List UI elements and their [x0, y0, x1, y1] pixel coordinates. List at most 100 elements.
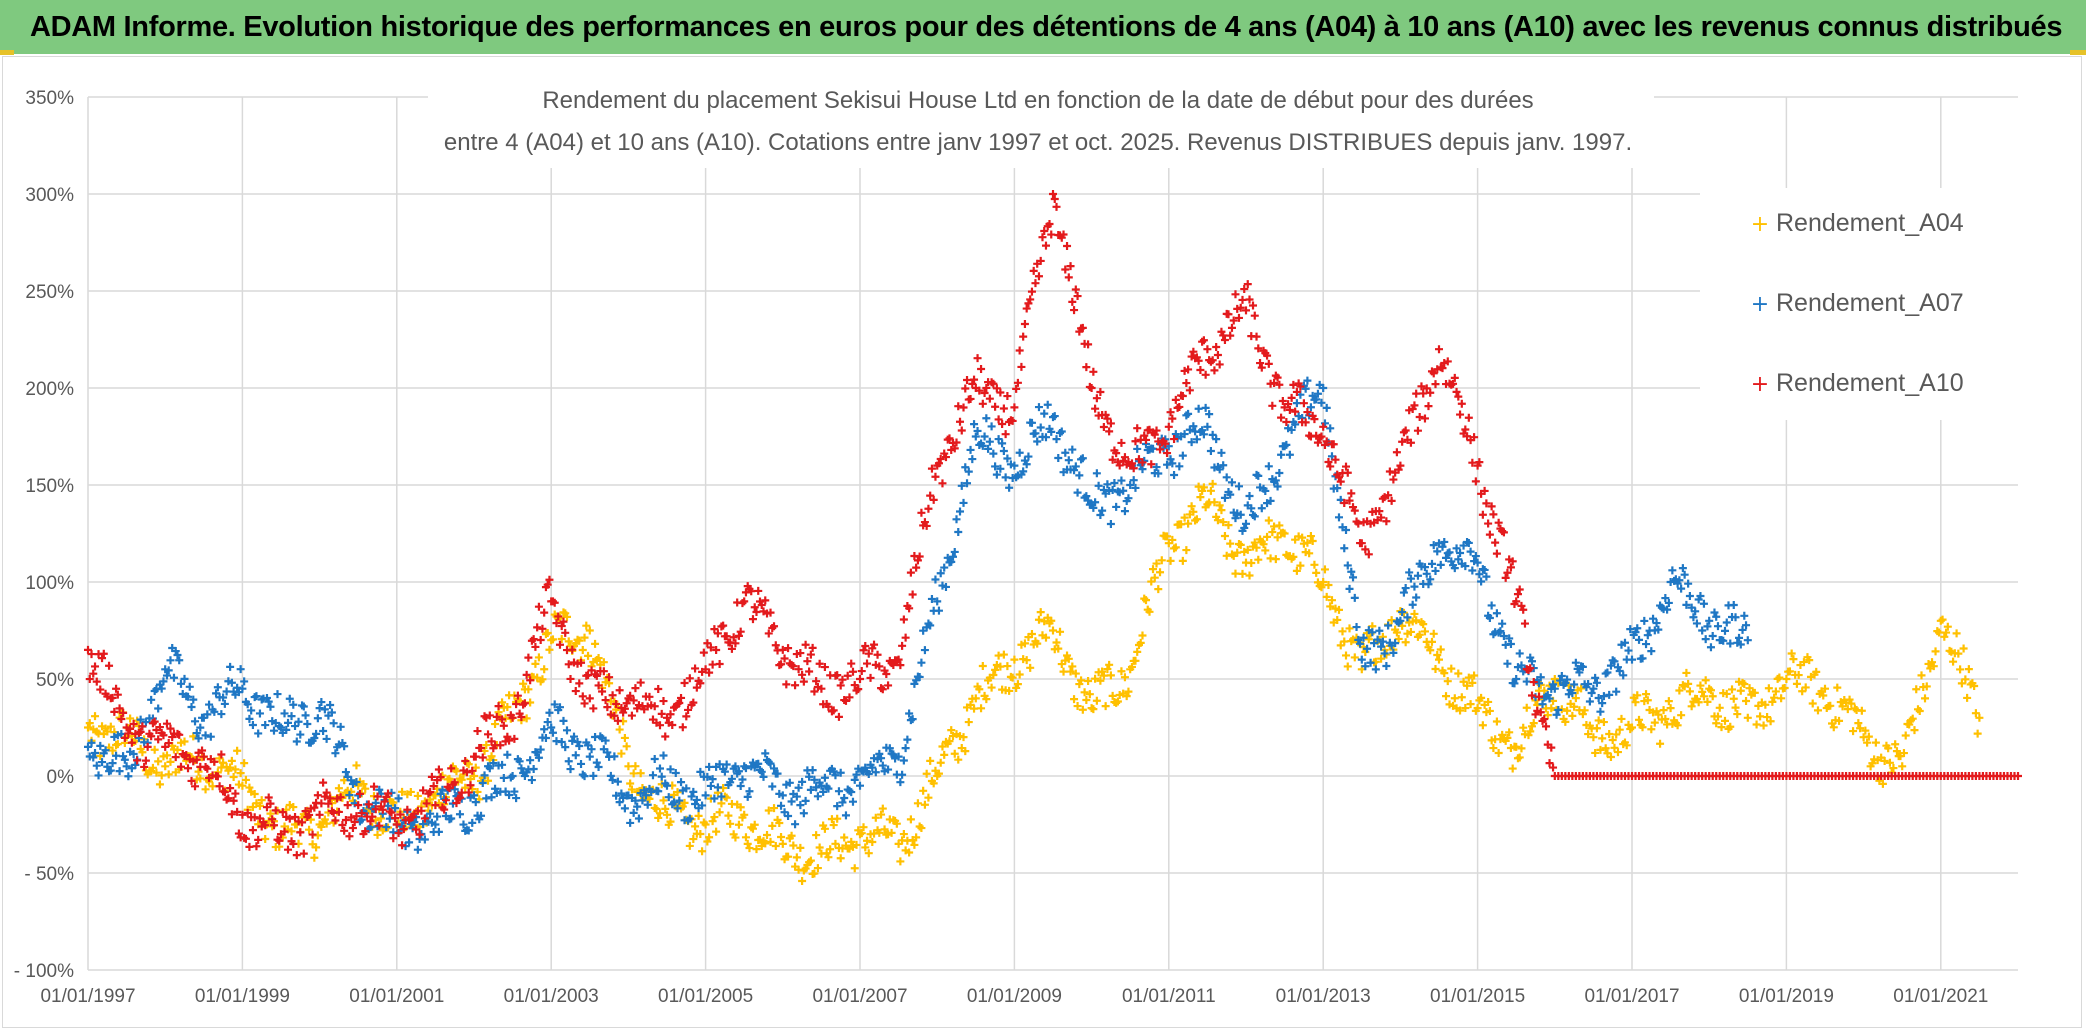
rendement-a07-marker	[736, 782, 745, 791]
rendement-a07-marker	[1556, 676, 1565, 685]
rendement-a10-marker	[578, 692, 587, 701]
rendement-a10-marker	[1215, 360, 1224, 369]
rendement-a07-marker	[559, 716, 568, 725]
rendement-a07-marker	[877, 754, 886, 763]
rendement-a07-marker	[1585, 697, 1594, 706]
rendement-a10-marker	[1234, 313, 1243, 322]
rendement-a04-marker	[1052, 638, 1061, 647]
rendement-a04-marker	[1764, 684, 1773, 693]
rendement-a04-marker	[1450, 694, 1459, 703]
rendement-a10-marker	[856, 675, 864, 683]
rendement-a04-marker	[1957, 679, 1966, 688]
rendement-a04-marker	[1089, 705, 1098, 714]
rendement-a10-marker	[1545, 759, 1554, 768]
rendement-a04-marker	[991, 665, 1000, 674]
rendement-a10-marker	[833, 671, 842, 680]
rendement-a10-marker	[441, 796, 450, 805]
rendement-a10-marker	[1184, 365, 1193, 374]
rendement-a07-marker	[264, 697, 273, 706]
rendement-a04-marker	[1124, 687, 1133, 696]
rendement-a04-marker	[1706, 686, 1715, 695]
rendement-a07-marker	[722, 760, 731, 769]
rendement-a07-marker	[1720, 626, 1729, 635]
rendement-a04-marker	[892, 819, 901, 828]
rendement-a04-marker	[201, 785, 210, 794]
rendement-a07-marker	[701, 791, 710, 800]
rendement-a07-marker	[885, 744, 894, 753]
rendement-a07-marker	[1699, 599, 1708, 608]
rendement-a10-marker	[520, 699, 529, 708]
rendement-a04-marker	[929, 779, 938, 788]
rendement-a10-marker	[1064, 273, 1073, 282]
rendement-a07-marker	[394, 794, 403, 803]
rendement-a04-marker	[696, 829, 705, 838]
rendement-a04-marker	[1617, 714, 1626, 723]
rendement-a07-marker	[1071, 462, 1080, 471]
rendement-a10-marker	[261, 821, 270, 830]
rendement-a10-marker	[1127, 459, 1136, 468]
rendement-a04-marker	[768, 821, 777, 830]
rendement-a10-marker	[1350, 506, 1359, 515]
rendement-a04-marker	[1799, 658, 1808, 667]
rendement-a04-marker	[1905, 720, 1914, 729]
rendement-a10-marker	[357, 809, 366, 818]
rendement-a07-marker	[1736, 640, 1745, 649]
rendement-a04-marker	[531, 659, 540, 668]
rendement-a07-marker	[1236, 510, 1245, 519]
rendement-a10-marker	[1282, 417, 1291, 426]
rendement-a10-marker	[1375, 507, 1384, 516]
rendement-a07-marker	[319, 726, 328, 735]
y-tick-label: - 100%	[14, 961, 74, 982]
rendement-a04-marker	[1070, 695, 1079, 704]
rendement-a10-marker	[1227, 323, 1236, 332]
rendement-a04-marker	[289, 803, 298, 812]
rendement-a10-marker	[1166, 408, 1175, 417]
rendement-a10-marker	[224, 794, 233, 803]
rendement-a10-marker	[1503, 568, 1512, 577]
rendement-a07-marker	[1570, 680, 1579, 689]
rendement-a07-marker	[434, 827, 443, 836]
rendement-a04-marker	[1470, 671, 1479, 680]
rendement-a07-marker	[1291, 420, 1300, 429]
rendement-a10-marker	[368, 812, 377, 821]
rendement-a04-marker	[1589, 733, 1598, 742]
rendement-a10-marker	[1549, 763, 1558, 772]
rendement-a07-marker	[1126, 481, 1135, 489]
rendement-a10-marker	[1334, 473, 1343, 482]
legend-label-a04: Rendement_A04	[1776, 209, 1964, 237]
rendement-a10-marker	[499, 721, 508, 730]
rendement-a07-marker	[1313, 389, 1322, 398]
rendement-a10-marker	[1243, 280, 1252, 289]
rendement-a10-marker	[417, 806, 426, 815]
rendement-a07-marker	[413, 845, 422, 854]
rendement-a04-marker	[763, 830, 772, 839]
rendement-a10-marker	[422, 799, 431, 808]
rendement-a10-marker	[1475, 458, 1484, 467]
rendement-a04-marker	[1394, 634, 1403, 643]
rendement-a07-marker	[206, 732, 215, 741]
rendement-a04-marker	[219, 758, 228, 767]
rendement-a07-marker	[677, 778, 686, 787]
rendement-a07-marker	[1303, 376, 1312, 385]
rendement-a04-marker	[1122, 692, 1131, 701]
rendement-a04-marker	[1259, 540, 1268, 549]
rendement-a04-marker	[1633, 691, 1642, 700]
rendement-a10-marker	[1536, 708, 1545, 717]
rendement-a07-marker	[1064, 456, 1073, 465]
rendement-a04-marker	[1492, 717, 1501, 726]
rendement-a07-marker	[136, 715, 145, 724]
rendement-a10-marker	[452, 799, 461, 808]
rendement-a07-marker	[575, 741, 584, 750]
rendement-a10-marker	[859, 646, 868, 655]
rendement-a10-marker	[950, 444, 959, 453]
rendement-a07-marker	[91, 749, 100, 758]
rendement-a10-marker	[612, 699, 621, 708]
rendement-a07-marker	[540, 725, 549, 734]
rendement-a04-marker	[1789, 655, 1798, 664]
rendement-a04-marker	[1342, 651, 1351, 660]
rendement-a07-marker	[813, 792, 822, 801]
rendement-a07-marker	[1606, 661, 1615, 670]
rendement-a07-marker	[1133, 444, 1142, 453]
rendement-a04-marker	[522, 714, 531, 723]
rendement-a07-marker	[154, 704, 163, 713]
